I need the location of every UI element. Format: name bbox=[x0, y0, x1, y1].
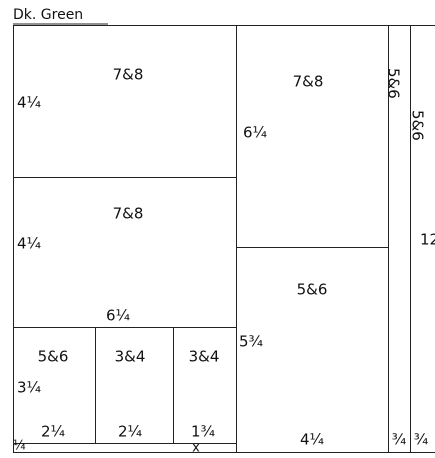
dimension-label: 3¼ bbox=[17, 379, 42, 397]
dimension-label: 4¼ bbox=[17, 235, 42, 253]
dimension-label: 5¾ bbox=[239, 333, 264, 351]
piece-label: 5&6 bbox=[385, 68, 403, 99]
dimension-label: 2¼ bbox=[41, 423, 66, 441]
piece-label: 7&8 bbox=[113, 205, 144, 223]
dimension-label: ¼ bbox=[13, 439, 26, 454]
piece-label: 3&4 bbox=[189, 348, 220, 366]
piece-label: 5&6 bbox=[409, 110, 427, 141]
piece-label: 3&4 bbox=[115, 348, 146, 366]
dimension-label: 2¼ bbox=[118, 423, 143, 441]
dimension-label: 4¼ bbox=[300, 431, 325, 449]
dimension-label: ¾ bbox=[392, 431, 407, 449]
dimension-label: 12 bbox=[420, 231, 435, 249]
piece-label: 7&8 bbox=[293, 73, 324, 91]
piece-label: 5&6 bbox=[38, 348, 69, 366]
dimension-label: 6¼ bbox=[243, 124, 268, 142]
dimension-label: 6¼ bbox=[106, 307, 131, 325]
dimension-label: 1¾ bbox=[191, 423, 216, 441]
piece-label: 7&8 bbox=[113, 66, 144, 84]
dimension-label: ¾ bbox=[414, 431, 429, 449]
sheet-outline bbox=[13, 25, 435, 453]
title: Dk. Green bbox=[13, 7, 83, 23]
dimension-label: 4¼ bbox=[17, 94, 42, 112]
kerf-mark: x bbox=[192, 441, 200, 456]
piece-label: 5&6 bbox=[297, 281, 328, 299]
